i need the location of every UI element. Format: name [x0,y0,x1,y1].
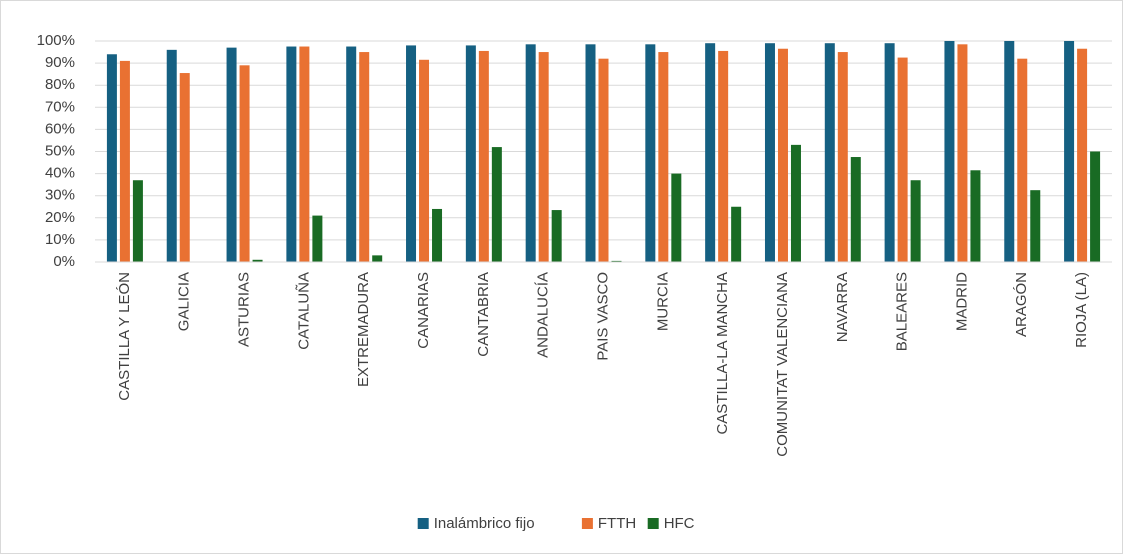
bar [538,52,549,262]
y-tick-label: 90% [45,54,75,71]
bar [824,43,835,263]
legend-label: FTTH [598,515,636,532]
x-tick-label: CASTILLA Y LEÓN [116,272,133,401]
legend-label: HFC [664,515,695,532]
bar [658,52,669,262]
bar [132,180,143,262]
bar [465,45,476,262]
bar [850,157,861,262]
bar [551,210,562,262]
x-tick-label: COMUNITAT VALENCIANA [774,272,791,457]
bar [970,170,981,262]
x-tick-label: MADRID [953,272,970,331]
bar [645,44,656,262]
x-tick-label: NAVARRA [834,272,851,342]
bar [837,52,848,262]
y-tick-label: 70% [45,98,75,115]
bar [491,147,502,262]
legend-swatch [417,518,429,529]
bar [1030,190,1041,262]
x-tick-label: ANDALUCÍA [535,272,552,358]
y-tick-label: 30% [45,187,75,204]
bar [777,48,788,262]
x-tick-label: GALICIA [176,272,193,331]
y-tick-label: 20% [45,209,75,226]
bar [312,215,323,262]
bar [252,259,263,262]
bar [299,46,310,263]
bar [419,59,430,262]
x-tick-label: CANTABRIA [475,272,492,357]
x-tick-label: PAIS VASCO [594,272,611,361]
bar [585,44,596,262]
bar [239,65,250,262]
x-tick-label: RIOJA (LA) [1073,272,1090,348]
bar [226,47,237,262]
y-tick-label: 0% [53,253,75,270]
bar [957,44,968,262]
bar [944,41,955,262]
bar [731,206,742,262]
bar [705,43,716,263]
bar [790,144,801,262]
x-tick-label: MURCIA [654,272,671,331]
bar [119,60,130,262]
bar [1090,151,1101,262]
legend-swatch [581,518,593,529]
bar [910,180,921,262]
bar [764,43,775,263]
bar [598,58,609,263]
bar [179,73,190,262]
legend-label: Inalámbrico fijo [434,515,535,532]
bar [611,260,622,262]
bar [884,43,895,263]
bar [406,45,417,262]
bar [372,255,383,262]
bar [106,54,117,263]
bar [478,50,489,262]
y-tick-label: 60% [45,120,75,137]
x-tick-label: ARAGÓN [1013,272,1030,337]
bar [286,46,297,263]
y-tick-label: 100% [37,32,75,49]
x-tick-label: CANARIAS [415,272,432,349]
bar [166,49,177,263]
bar [432,208,443,262]
bar [1064,41,1075,262]
bar [1004,41,1015,262]
bar [525,44,536,262]
bar [718,50,729,262]
x-tick-label: CASTILLA-LA MANCHA [714,272,731,435]
bar [359,52,370,262]
x-tick-label: BALEARES [894,272,911,351]
y-tick-label: 40% [45,165,75,182]
x-tick-label: EXTREMADURA [355,272,372,387]
y-tick-label: 10% [45,231,75,248]
bar [1077,48,1088,262]
legend-swatch [647,518,659,529]
bar [346,46,357,263]
bar [1017,58,1028,263]
bar [897,57,908,263]
bar [671,173,682,262]
x-tick-label: CATALUÑA [295,272,312,350]
x-tick-label: ASTURIAS [236,272,253,347]
y-tick-label: 80% [45,76,75,93]
y-tick-label: 50% [45,142,75,159]
